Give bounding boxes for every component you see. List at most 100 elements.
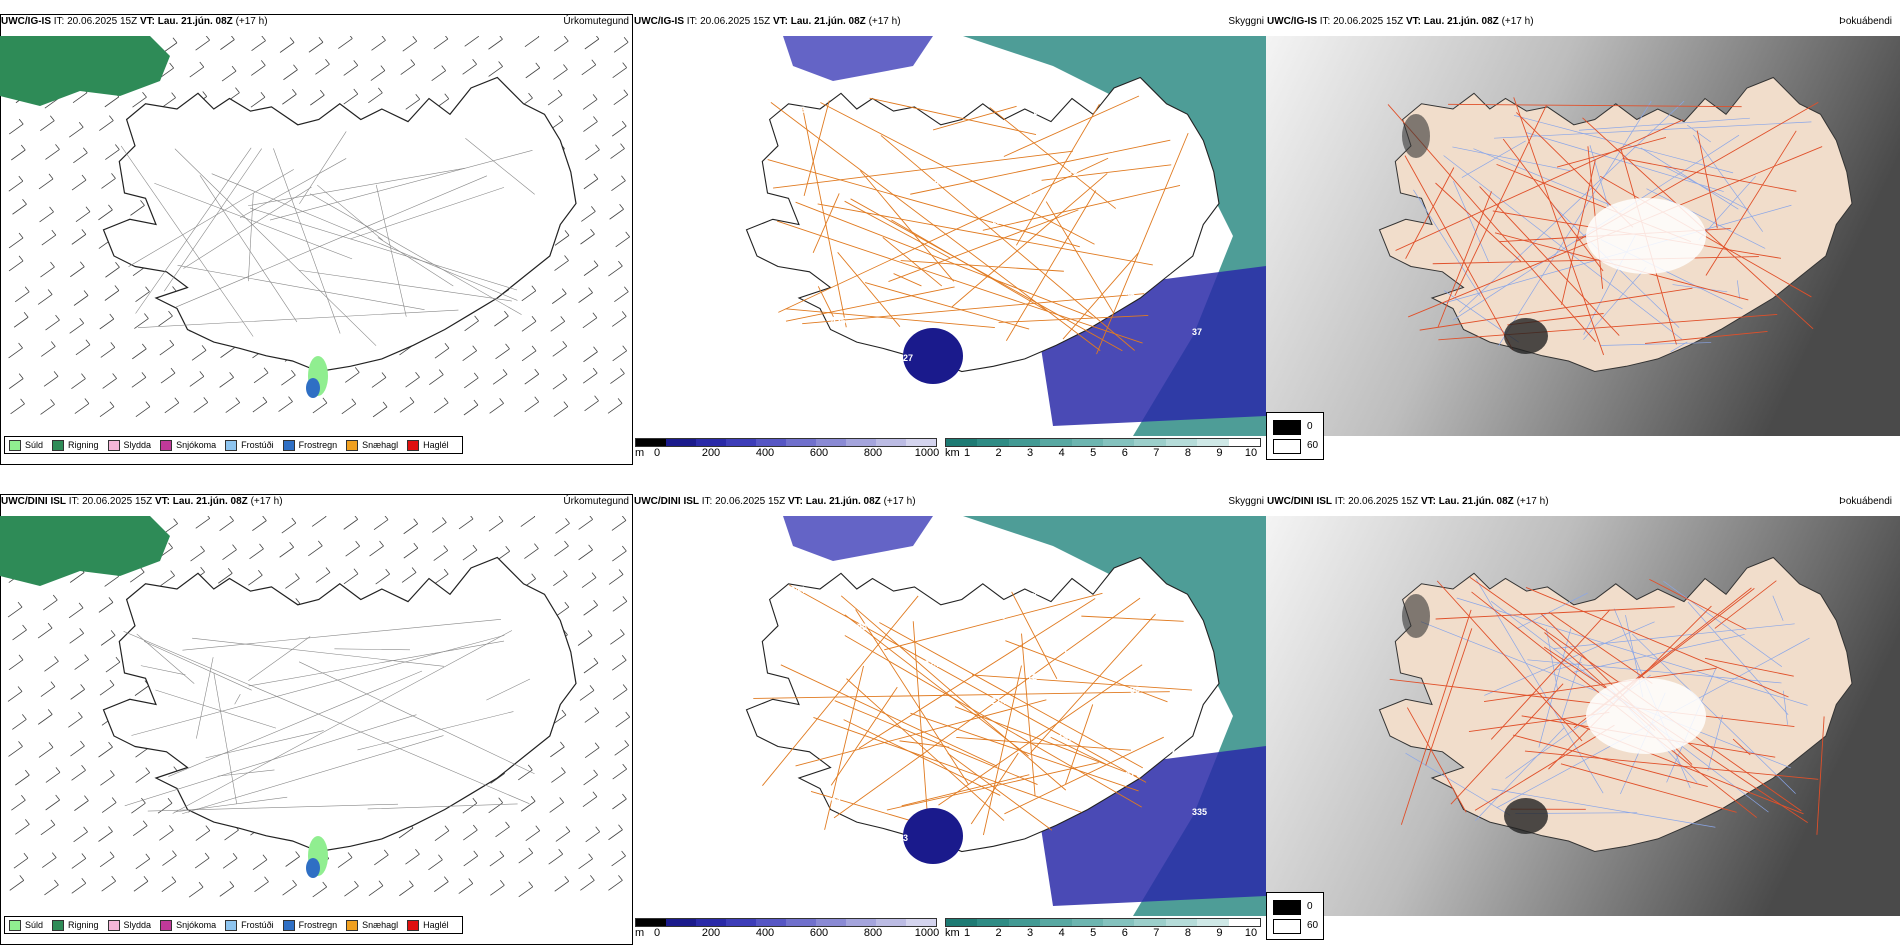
roads xyxy=(123,618,535,815)
ceiling-value-label: 106 xyxy=(996,131,1011,141)
fog-panel-row2: UWC/DINI ISL IT: 20.06.2025 15Z VT: Lau.… xyxy=(1266,490,1900,945)
colorbar-cell xyxy=(1165,919,1198,926)
panel-header: UWC/DINI ISL IT: 20.06.2025 15Z VT: Lau.… xyxy=(1267,496,1549,507)
ceiling-value-label: 17 xyxy=(826,81,836,91)
ceiling-value-label: 426 xyxy=(831,316,846,326)
colorbar-cell xyxy=(876,439,906,446)
legend-label: Súld xyxy=(25,440,44,450)
colorbar-tick: 9 xyxy=(1216,447,1223,459)
fog-legend-swatch-0 xyxy=(1273,900,1301,915)
legend-label: Frostúði xyxy=(241,920,274,930)
low-ceiling-south xyxy=(903,808,963,864)
precip-legend-item: Snæhagl xyxy=(346,919,399,931)
colorbar-tick: 5 xyxy=(1090,927,1097,939)
ceiling-labels: 129 135 484 138 196 45 56 37 85 17 136 62 70 72 73 100 7… xyxy=(723,68,1207,387)
roads xyxy=(767,95,1189,355)
colorbar-tick: 200 xyxy=(701,447,721,459)
valid-label: VT: xyxy=(1420,496,1436,507)
precip-panel-frame xyxy=(0,14,633,465)
precip-legend-item: Rigning xyxy=(52,919,99,931)
ceiling-value-label: 73 xyxy=(1161,266,1171,276)
ceiling-value-label: 107 xyxy=(893,598,908,608)
visibility-colorbar: km 1 2 3 4 5 6 7 8 9 10 xyxy=(945,918,1261,939)
init-time: 20.06.2025 15Z xyxy=(700,16,771,27)
legend-label: Frostregn xyxy=(298,920,338,930)
fog-legend-swatch-0 xyxy=(1273,420,1301,435)
colorbar-cells xyxy=(635,918,937,927)
legend-swatch xyxy=(9,919,21,931)
legend-label: Rigning xyxy=(68,920,99,930)
model-name: UWC/IG-IS xyxy=(634,16,684,27)
colorbar-cell xyxy=(1197,439,1229,446)
legend-label: Snæhagl xyxy=(362,920,399,930)
ceiling-value-label: 31 xyxy=(1032,587,1042,597)
init-label: IT: xyxy=(68,496,80,507)
legend-label: Frostúði xyxy=(241,440,274,450)
precip-panel-row1: UWC/IG-IS IT: 20.06.2025 15Z VT: Lau. 21… xyxy=(0,10,633,465)
fog-dense-westfjords xyxy=(1402,594,1430,638)
colorbar-cell xyxy=(1197,919,1229,926)
colorbar-cell xyxy=(756,439,786,446)
ceiling-value-label: 72 xyxy=(1094,229,1104,239)
colorbar-cell xyxy=(636,919,666,926)
lead-time: (+17 h) xyxy=(235,16,268,27)
legend-label: Slydda xyxy=(123,440,152,450)
fog-map xyxy=(1266,516,1900,916)
ceiling-value-label: 94 xyxy=(831,796,841,806)
ceiling-value-label: 85 xyxy=(759,364,769,374)
cloud-map: 137 244 90 224 214 167 91 335 576 81 107 96 12 136 137… xyxy=(633,516,1266,916)
ceiling-value-label: 136 xyxy=(1094,709,1109,719)
fog-panel-row1: UWC/IG-IS IT: 20.06.2025 15Z VT: Lau. 21… xyxy=(1266,10,1900,465)
legend-swatch xyxy=(52,919,65,931)
ceiling-value-label: 62 xyxy=(862,857,872,867)
roads xyxy=(1389,577,1825,835)
legend-label: Slydda xyxy=(123,920,152,930)
ceiling-value-label: 59 xyxy=(1197,242,1207,252)
rain-area-northwest xyxy=(0,36,170,106)
colorbar-cell xyxy=(666,439,696,446)
legend-swatch xyxy=(225,439,238,451)
ceiling-value-label: 81 xyxy=(826,561,836,571)
ceiling-value-label: 144 xyxy=(728,783,743,793)
colorbar-tick: 6 xyxy=(1121,447,1128,459)
ceiling-value-label: 137 xyxy=(1161,746,1176,756)
colorbar-cell xyxy=(1103,919,1135,926)
init-time: 20.06.2025 15Z xyxy=(82,496,153,507)
panel-header: UWC/DINI ISL IT: 20.06.2025 15Z VT: Lau.… xyxy=(1,496,283,507)
valid-time: Lau. 21.jún. 08Z xyxy=(157,16,233,27)
legend-label: Snjókoma xyxy=(176,920,217,930)
ceiling-value-label: 272 xyxy=(1063,168,1078,178)
ceiling-value-label: 96 xyxy=(1197,722,1207,732)
ceiling-value-label: 167 xyxy=(1058,733,1073,743)
valid-time: Lau. 21.jún. 08Z xyxy=(790,16,866,27)
init-time: 20.06.2025 15Z xyxy=(715,496,786,507)
fog-dense-westfjords xyxy=(1402,114,1430,158)
ceiling-value-label: 30 xyxy=(764,279,774,289)
ceiling-value-label: 99 xyxy=(1130,685,1140,695)
lead-time: (+17 h) xyxy=(1516,496,1549,507)
colorbar-tick: 2 xyxy=(995,447,1002,459)
roads xyxy=(753,584,1193,836)
ceiling-labels: 137 244 90 224 214 167 91 335 576 81 107 96 12 136 137… xyxy=(723,548,1207,867)
precip-legend-item: Frostúði xyxy=(225,439,274,451)
panel-title: Þokuábendi xyxy=(1839,496,1892,507)
init-time: 20.06.2025 15Z xyxy=(67,16,138,27)
ceiling-value-label: 484 xyxy=(857,142,872,152)
colorbar-tick: 3 xyxy=(1027,447,1034,459)
precip-legend: Súld Rigning Slydda Snjókoma Frostúði Frostre… xyxy=(4,916,463,934)
colorbar-cell xyxy=(977,439,1009,446)
ceiling-value-label: 132 xyxy=(795,820,810,830)
colorbar-cell xyxy=(906,919,936,926)
panel-title: Skyggni xyxy=(1228,16,1264,27)
valid-time: Lau. 21.jún. 08Z xyxy=(805,496,881,507)
colorbar-tick: 1 xyxy=(963,447,971,459)
ceiling-value-label: 56 xyxy=(1125,290,1135,300)
colorbar-cell xyxy=(1165,439,1198,446)
valid-label: VT: xyxy=(139,16,155,27)
ceiling-value-label: 136 xyxy=(893,118,908,128)
colorbar-tick: 5 xyxy=(1090,447,1097,459)
colorbar-tick: 0 xyxy=(653,927,661,939)
colorbar-cell xyxy=(1008,919,1041,926)
fog-dense-south xyxy=(1504,798,1548,834)
colorbar-tick: 9 xyxy=(1216,927,1223,939)
